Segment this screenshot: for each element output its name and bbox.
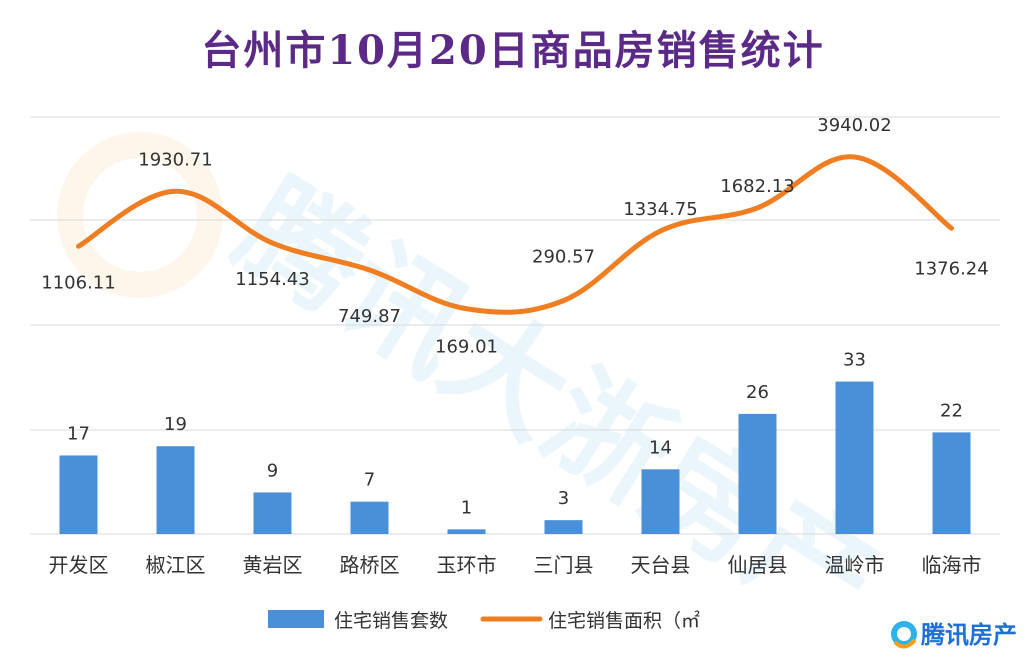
bar xyxy=(156,446,195,534)
category-label: 天台县 xyxy=(631,553,691,577)
bar-value-label: 3 xyxy=(558,488,569,509)
line-value-label: 3940.02 xyxy=(817,115,891,136)
legend: 住宅销售套数 住宅销售面积（㎡ xyxy=(268,609,700,632)
category-label: 仙居县 xyxy=(728,553,788,577)
legend-line-label: 住宅销售面积（㎡ xyxy=(548,609,700,632)
category-label: 路桥区 xyxy=(340,553,400,577)
bar xyxy=(932,432,971,534)
bar xyxy=(447,529,486,534)
legend-bar-label: 住宅销售套数 xyxy=(334,610,448,632)
line-value-label: 1930.71 xyxy=(138,149,212,170)
bar xyxy=(253,492,292,534)
category-label: 黄岩区 xyxy=(243,553,303,577)
bar xyxy=(835,381,874,534)
bar-value-label: 1 xyxy=(461,497,472,518)
bar-value-label: 33 xyxy=(843,350,866,371)
bar-value-label: 22 xyxy=(940,400,963,421)
line-series xyxy=(76,154,954,315)
line-value-label: 749.87 xyxy=(338,306,401,327)
bar xyxy=(738,413,777,534)
bar-value-label: 26 xyxy=(746,382,769,403)
category-label: 玉环市 xyxy=(437,553,497,577)
bar-value-label: 14 xyxy=(649,437,672,458)
line-value-label: 1682.13 xyxy=(720,176,794,197)
bar-value-label: 19 xyxy=(164,414,187,435)
category-label: 开发区 xyxy=(49,553,109,577)
bars xyxy=(59,381,971,534)
legend-bar-swatch xyxy=(268,610,324,628)
category-label: 临海市 xyxy=(922,553,982,577)
bar-value-label: 17 xyxy=(67,423,90,444)
line-value-label: 1334.75 xyxy=(623,199,697,220)
line-value-label: 1376.24 xyxy=(914,258,988,279)
line-value-label: 1106.11 xyxy=(41,272,115,293)
category-label: 椒江区 xyxy=(146,553,206,577)
watermark-text: 腾讯大浙房产 xyxy=(215,157,899,656)
category-label: 三门县 xyxy=(534,553,594,577)
line-labels: 1106.11 1930.71 1154.43 749.87 169.01 290.57 1… xyxy=(41,115,988,358)
category-labels: 开发区 椒江区 黄岩区 路桥区 玉环市 三门县 天台县 仙居县 温岭市 临海市 xyxy=(49,553,982,577)
bar-labels: 17 19 9 7 1 3 14 26 33 22 xyxy=(67,350,963,519)
chart-title: 台州市10月20日商品房销售统计 xyxy=(201,27,825,74)
bar xyxy=(350,501,389,534)
line-value-label: 169.01 xyxy=(435,337,498,358)
bar-value-label: 7 xyxy=(364,470,375,491)
bar-value-label: 9 xyxy=(267,460,278,481)
line-value-label: 1154.43 xyxy=(235,269,309,290)
line-layer xyxy=(76,154,954,315)
logo-text: 腾讯房产 xyxy=(921,621,1017,649)
watermark: 腾讯大浙房产 xyxy=(57,132,899,656)
line-value-label: 290.57 xyxy=(532,247,595,268)
bar xyxy=(544,520,583,534)
tencent-house-logo-icon: 腾讯房产 xyxy=(891,621,1017,649)
bar xyxy=(641,469,680,534)
bar xyxy=(59,455,98,534)
category-label: 温岭市 xyxy=(825,553,885,577)
